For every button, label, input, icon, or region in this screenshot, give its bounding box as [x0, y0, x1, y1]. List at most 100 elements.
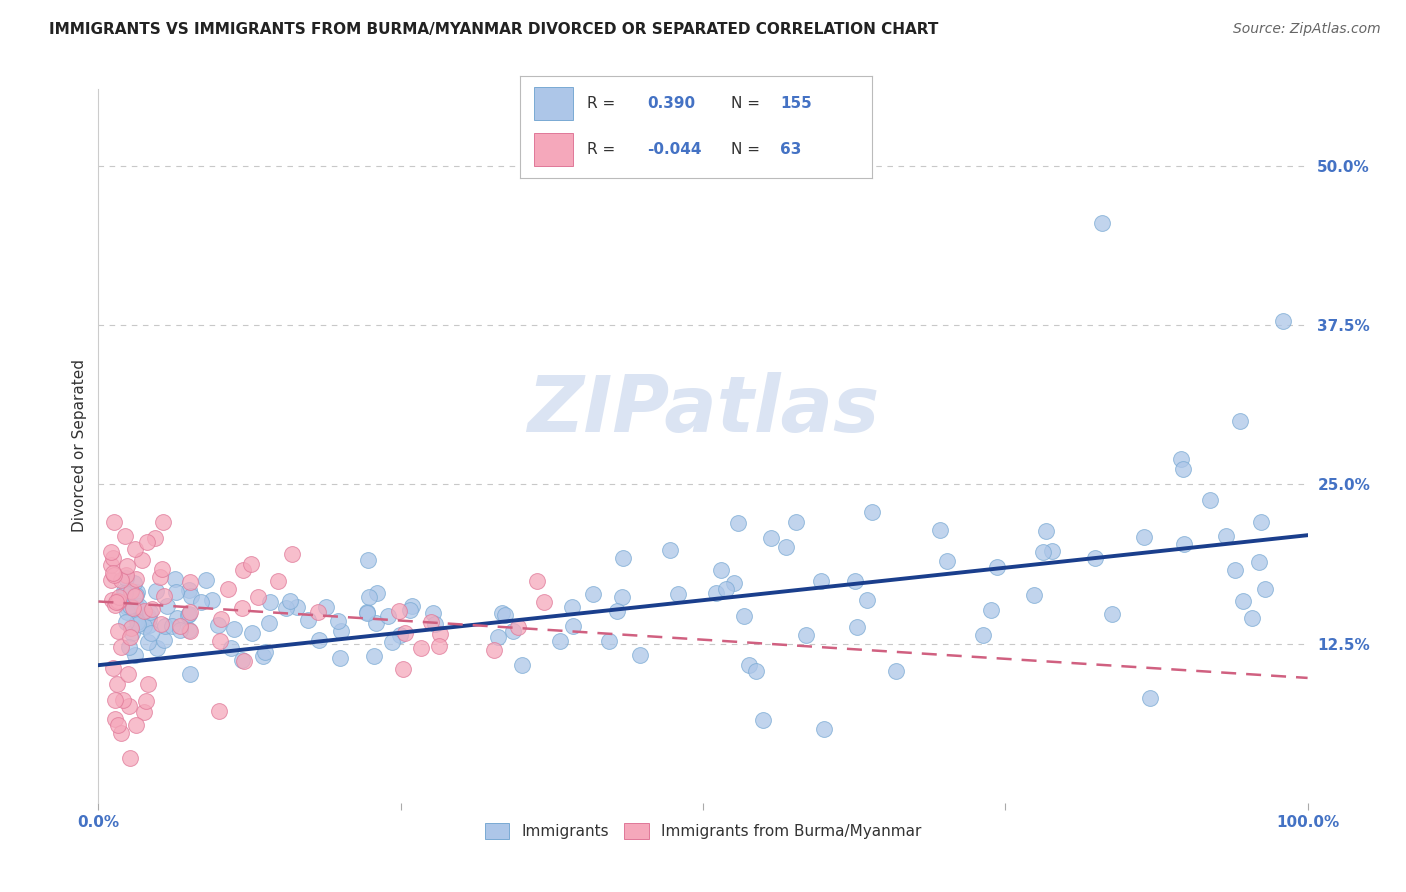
Point — [980, 603, 1002, 617]
Point — [135, 534, 157, 549]
Point — [217, 582, 239, 597]
Point — [1272, 314, 1295, 328]
Point — [179, 667, 201, 681]
Point — [124, 589, 146, 603]
Point — [297, 613, 319, 627]
Point — [124, 648, 146, 662]
Point — [117, 666, 139, 681]
Text: ZIPatlas: ZIPatlas — [527, 372, 879, 449]
Point — [180, 589, 202, 603]
Point — [714, 582, 737, 596]
Point — [307, 606, 329, 620]
Point — [224, 622, 246, 636]
Point — [429, 639, 451, 653]
Point — [105, 595, 128, 609]
Point — [1101, 607, 1123, 621]
Point — [928, 524, 950, 538]
Point — [152, 516, 174, 530]
Point — [120, 630, 142, 644]
Point — [232, 563, 254, 577]
Point — [1040, 544, 1063, 558]
Point — [267, 574, 290, 588]
Point — [107, 594, 129, 608]
Point — [366, 586, 388, 600]
Point — [610, 590, 633, 604]
Point — [143, 532, 166, 546]
Point — [1173, 537, 1195, 551]
Point — [1199, 492, 1222, 507]
Point — [103, 550, 125, 565]
Point — [127, 615, 149, 629]
Point — [165, 585, 187, 599]
Point — [727, 516, 749, 530]
Point — [1229, 414, 1251, 428]
Point — [101, 566, 124, 580]
Point — [723, 576, 745, 591]
Point — [115, 615, 138, 629]
Point — [118, 751, 141, 765]
Point — [112, 583, 135, 598]
Point — [118, 640, 141, 654]
Point — [259, 594, 281, 608]
Point — [775, 540, 797, 554]
Point — [105, 677, 128, 691]
Point — [364, 616, 387, 631]
Point — [141, 602, 163, 616]
Text: N =: N = — [731, 142, 761, 157]
Point — [122, 601, 145, 615]
Point — [207, 617, 229, 632]
Point — [107, 718, 129, 732]
Point — [856, 592, 879, 607]
Point — [114, 586, 136, 600]
Point — [145, 641, 167, 656]
Point — [1215, 528, 1237, 542]
Point — [110, 574, 132, 588]
Point — [145, 584, 167, 599]
Text: 63: 63 — [780, 142, 801, 157]
Point — [363, 649, 385, 664]
Point — [429, 626, 451, 640]
Point — [394, 625, 416, 640]
Point — [107, 624, 129, 638]
Point — [125, 572, 148, 586]
Text: Source: ZipAtlas.com: Source: ZipAtlas.com — [1233, 22, 1381, 37]
Point — [131, 553, 153, 567]
Point — [935, 554, 957, 568]
Point — [125, 717, 148, 731]
Text: N =: N = — [731, 96, 761, 111]
Point — [252, 648, 274, 663]
FancyBboxPatch shape — [534, 87, 574, 120]
Point — [115, 599, 138, 614]
Point — [401, 599, 423, 614]
Point — [606, 605, 628, 619]
Point — [177, 607, 200, 621]
Point — [1170, 451, 1192, 466]
Point — [738, 658, 761, 673]
Point — [240, 626, 263, 640]
Point — [253, 645, 276, 659]
Point — [533, 595, 555, 609]
Point — [972, 628, 994, 642]
Point — [179, 624, 201, 638]
Point — [582, 587, 605, 601]
Point — [124, 542, 146, 557]
Point — [745, 664, 768, 678]
Point — [810, 574, 832, 588]
Text: 0.390: 0.390 — [647, 96, 695, 111]
Point — [486, 630, 509, 644]
Point — [231, 653, 253, 667]
Point — [120, 621, 142, 635]
Point — [152, 589, 174, 603]
Point — [377, 609, 399, 624]
Point — [125, 588, 148, 602]
Point — [510, 657, 533, 672]
Point — [257, 615, 280, 630]
Point — [329, 650, 352, 665]
Point — [100, 558, 122, 573]
Point — [138, 618, 160, 632]
Point — [179, 575, 201, 590]
Point — [179, 623, 201, 637]
Point — [862, 504, 884, 518]
Point — [308, 632, 330, 647]
Point — [104, 598, 127, 612]
